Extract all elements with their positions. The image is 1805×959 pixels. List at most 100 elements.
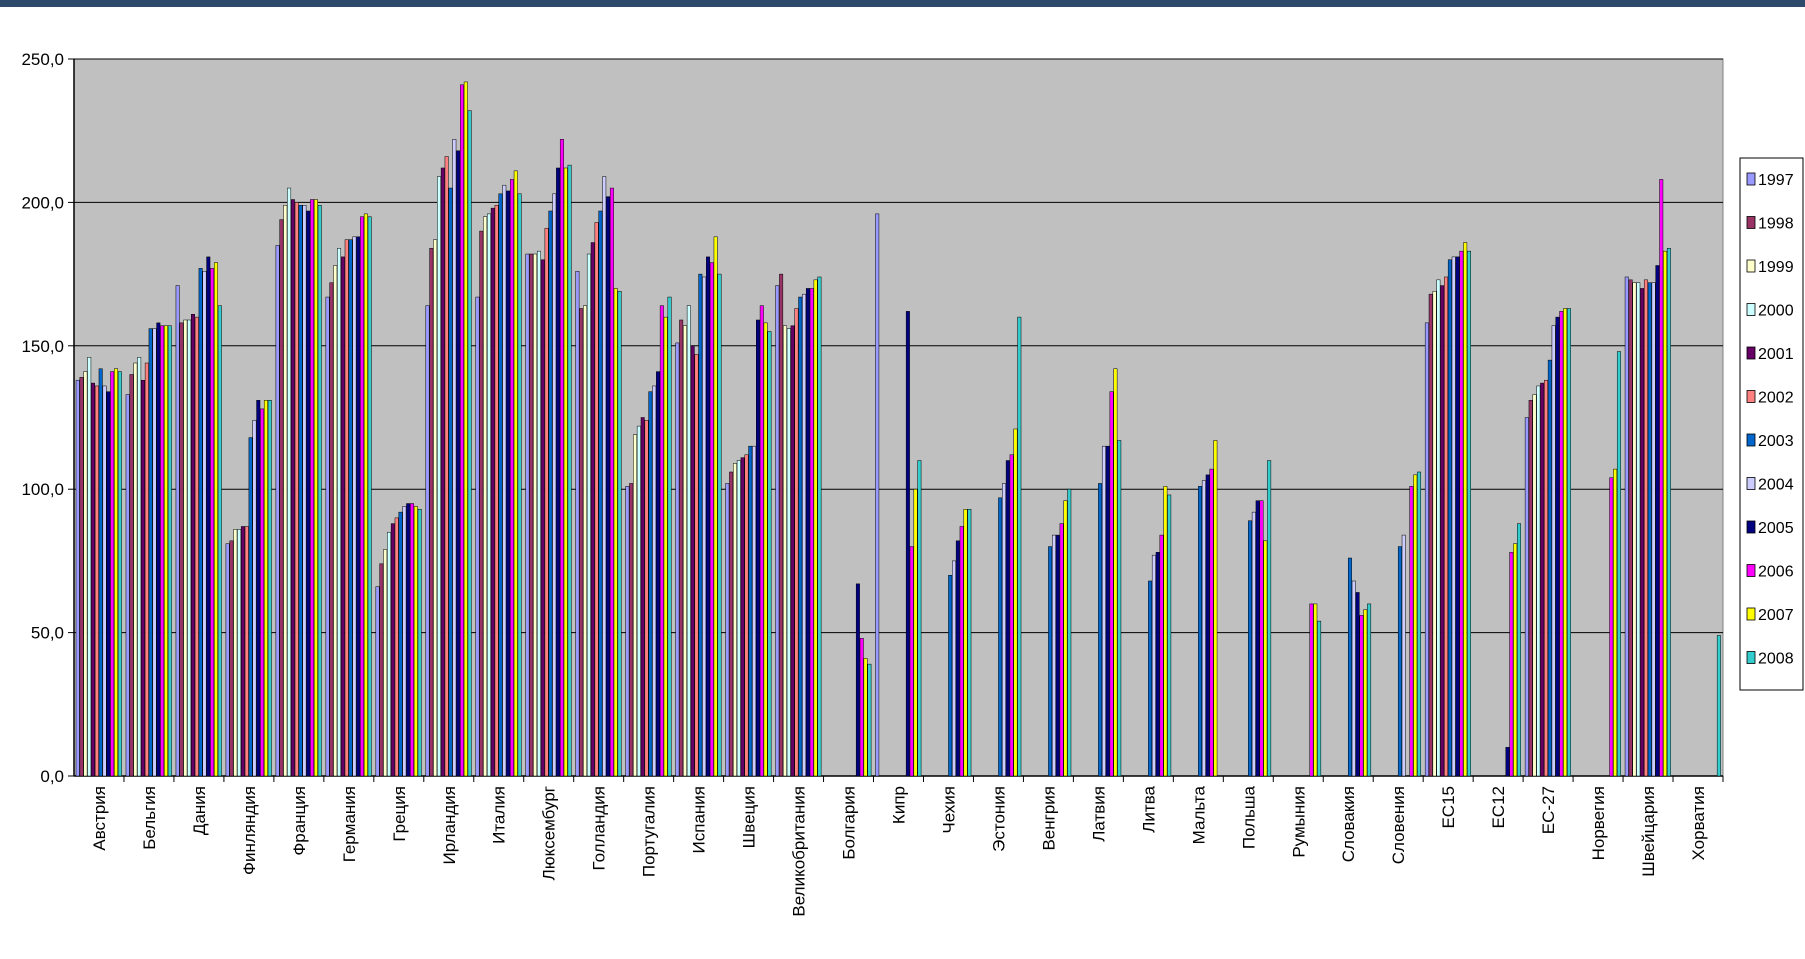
bar (1540, 382, 1545, 777)
bar (210, 268, 215, 777)
bar (225, 543, 230, 777)
x-category-label: Ирландия (440, 786, 459, 864)
bar (690, 345, 695, 777)
legend-label: 1997 (1758, 172, 1794, 189)
bar (752, 445, 757, 777)
bar (379, 563, 384, 777)
x-category-label: Голландия (590, 786, 609, 870)
bar (263, 400, 268, 777)
bar (317, 205, 322, 777)
bar (1098, 483, 1103, 777)
bar (1428, 293, 1433, 777)
bar (1413, 474, 1418, 777)
bar (909, 546, 914, 777)
x-category-label: Люксембург (540, 786, 559, 880)
y-tick-label: 250,0 (21, 50, 64, 69)
bar (1048, 546, 1053, 777)
bar (679, 319, 684, 777)
bar (1067, 488, 1072, 777)
bar (467, 110, 472, 777)
legend-swatch (1746, 564, 1756, 577)
bar (375, 586, 380, 777)
bar (398, 511, 403, 777)
bar (579, 308, 584, 777)
bar (75, 379, 80, 777)
bar (952, 560, 956, 777)
bar (1213, 440, 1218, 777)
x-category-label: Болгария (840, 786, 859, 860)
bar (410, 503, 414, 777)
bar (509, 179, 514, 777)
bar (198, 268, 203, 777)
bar (1447, 259, 1452, 777)
bar (229, 540, 234, 777)
bar (348, 239, 353, 777)
legend-label: 1998 (1758, 216, 1794, 233)
bar (1459, 250, 1464, 777)
x-category-label: Бельгия (140, 786, 159, 850)
x-category-label: ЕС-27 (1539, 786, 1558, 834)
bar (1440, 285, 1445, 777)
bar (1355, 592, 1360, 777)
bar (563, 167, 568, 777)
bar (440, 167, 445, 777)
bar (383, 549, 388, 777)
bar (609, 187, 614, 777)
y-tick-label: 150,0 (21, 337, 64, 356)
bar (1609, 477, 1614, 777)
bar (498, 193, 503, 777)
bar (114, 368, 118, 777)
bar (540, 259, 545, 777)
bar (717, 273, 722, 777)
bar (1009, 454, 1014, 777)
bar (1559, 311, 1564, 777)
bar (648, 391, 653, 777)
bar (1628, 279, 1633, 777)
bar (1167, 494, 1172, 777)
legend-swatch (1746, 172, 1756, 186)
x-category-label: Кипр (890, 786, 909, 824)
bar (1347, 557, 1352, 777)
bar (813, 279, 818, 777)
bar (533, 253, 538, 777)
bar (1659, 179, 1664, 777)
bar (1209, 468, 1214, 777)
bar (644, 420, 649, 777)
legend-swatch (1746, 433, 1756, 447)
x-category-label: Литва (1139, 785, 1158, 832)
bar (744, 454, 749, 777)
bar (698, 273, 703, 777)
x-category-label: Испания (690, 786, 709, 853)
bar (1463, 242, 1468, 777)
bar (202, 270, 207, 777)
bar (1551, 325, 1556, 777)
bar (1417, 471, 1422, 777)
bar (1159, 534, 1164, 777)
bar (1359, 615, 1364, 777)
x-category-label: Словения (1389, 786, 1408, 864)
bar (1313, 603, 1318, 777)
x-category-label: Словакия (1339, 786, 1358, 862)
bar (905, 311, 910, 777)
bar (144, 362, 149, 777)
bar (475, 296, 480, 777)
bar (106, 391, 111, 777)
bar (913, 488, 918, 777)
bar (552, 193, 557, 777)
bar (1148, 580, 1153, 777)
bar (267, 400, 272, 777)
bar (337, 248, 342, 777)
legend-label: 2003 (1758, 433, 1794, 450)
bar (417, 509, 422, 777)
bar (129, 374, 134, 777)
bar (556, 167, 561, 777)
bar (1163, 486, 1168, 777)
x-category-label: Латвия (1089, 786, 1108, 842)
bar (656, 371, 660, 777)
bar (736, 460, 741, 777)
bar (513, 170, 518, 777)
bar (702, 276, 707, 777)
bar (713, 236, 718, 777)
bar (1201, 480, 1206, 777)
bar (779, 273, 784, 777)
